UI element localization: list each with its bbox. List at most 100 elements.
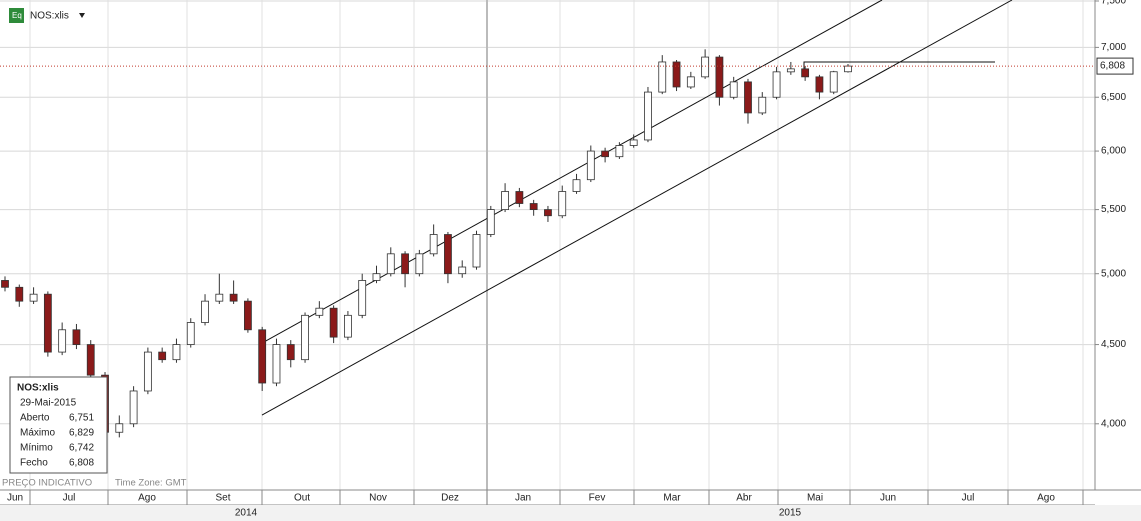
- candle-body: [458, 266, 467, 275]
- candle-body: [644, 91, 652, 141]
- candle-body: [58, 329, 67, 353]
- x-tick-label: Set: [215, 493, 230, 504]
- candle-body: [572, 179, 581, 192]
- candle-body: [429, 234, 438, 255]
- candle-body: [729, 81, 738, 98]
- x-tick-label: Ago: [138, 493, 156, 504]
- candle-body: [229, 293, 238, 302]
- candle-body: [72, 329, 81, 345]
- candle-body: [558, 191, 567, 217]
- info-value: 6,808: [69, 458, 94, 469]
- x-tick-label: Jun: [7, 493, 23, 504]
- year-label: 2015: [779, 508, 802, 519]
- candle-body: [243, 300, 252, 331]
- y-tick-label: 7,500: [1101, 0, 1126, 7]
- last-price-box: [1096, 57, 1134, 75]
- x-tick-label: Abr: [736, 493, 752, 504]
- candle-body: [515, 191, 524, 204]
- ticker-dropdown[interactable]: [79, 13, 85, 18]
- candle-body: [301, 314, 309, 361]
- y-tick-label: 5,500: [1101, 204, 1126, 215]
- ticker-icon-text: Eq: [12, 11, 22, 20]
- y-tick-label: 6,500: [1101, 92, 1126, 103]
- candle-body: [272, 344, 281, 384]
- candle-body: [615, 145, 624, 158]
- candle-body: [1, 280, 9, 288]
- info-value: 6,829: [69, 428, 94, 439]
- candle-body: [15, 286, 24, 302]
- info-label: Máximo: [20, 428, 55, 439]
- ticker-icon[interactable]: [9, 8, 24, 23]
- x-tick-label: Mar: [663, 493, 681, 504]
- candle-body: [201, 300, 209, 323]
- candle-body: [529, 203, 538, 210]
- candle-body: [386, 253, 395, 275]
- x-tick-label: Dez: [441, 493, 459, 504]
- info-label: Mínimo: [20, 443, 53, 454]
- info-value: 6,742: [69, 443, 94, 454]
- x-tick-label: Nov: [369, 493, 387, 504]
- candle-body: [672, 61, 681, 88]
- candle-body: [158, 351, 167, 361]
- candle-body: [544, 209, 552, 217]
- candle-body: [744, 81, 752, 114]
- candle-body: [686, 76, 695, 88]
- year-label: 2014: [235, 508, 258, 519]
- info-date: 29-Mai-2015: [20, 398, 77, 409]
- resistance-line: [803, 61, 995, 70]
- info-label: Aberto: [20, 413, 50, 424]
- axes: 4,000 4,500 5,000 5,500 6,000 6,500 7,000 7,500…: [7, 0, 1127, 519]
- candle-body: [115, 423, 124, 433]
- grid: [0, 0, 1095, 425]
- info-value: 6,751: [69, 413, 94, 424]
- candle-body: [401, 253, 409, 275]
- candle-body: [658, 61, 667, 93]
- candle-body: [586, 150, 595, 181]
- x-tick-label: Jan: [515, 493, 531, 504]
- year-row: [0, 505, 1141, 521]
- candle-body: [329, 307, 338, 338]
- x-tick-label: Jun: [880, 493, 896, 504]
- candle-body: [486, 209, 495, 235]
- candle-body: [43, 293, 52, 353]
- y-tick-label: 7,000: [1101, 42, 1126, 53]
- candle-body: [829, 71, 838, 93]
- y-tick-label: 5,000: [1101, 268, 1126, 279]
- x-tick-label: Jul: [962, 493, 975, 504]
- month-lines: [29, 0, 1084, 505]
- ticker[interactable]: NOS:xlis: [30, 11, 69, 22]
- candle-body: [786, 68, 795, 73]
- candle-body: [472, 234, 481, 268]
- y-tick-label: 6,000: [1101, 146, 1126, 157]
- candle-body: [315, 307, 324, 316]
- x-tick-label: Out: [294, 493, 310, 504]
- candle-body: [801, 68, 810, 78]
- candle-body: [172, 344, 181, 361]
- candle-body: [815, 76, 824, 93]
- candle-body: [601, 150, 610, 158]
- candle-body: [758, 96, 767, 114]
- candle-body: [844, 65, 852, 73]
- candle-body: [215, 293, 224, 302]
- candle-body: [358, 280, 367, 316]
- x-tick-label: Ago: [1037, 493, 1055, 504]
- candle-body: [286, 344, 295, 361]
- y-tick-label: 4,000: [1101, 418, 1126, 429]
- candle-body: [715, 56, 724, 98]
- last-price-label: 6,808: [1100, 61, 1125, 72]
- candle-body: [372, 273, 381, 281]
- channel-lower: [261, 0, 1013, 416]
- x-tick-label: Fev: [589, 493, 606, 504]
- x-tick-label: Jul: [63, 493, 76, 504]
- info-box-frame: [9, 376, 108, 474]
- x-tick-label: Mai: [807, 493, 823, 504]
- candle-body: [501, 191, 509, 210]
- candle-body: [86, 344, 95, 376]
- candle-body: [129, 390, 138, 425]
- candle-body: [29, 293, 38, 302]
- candle-body: [629, 139, 638, 146]
- candle-body: [186, 322, 195, 345]
- info-box: NOS:xlis 29-Mai-2015 Aberto 6,751 Máximo…: [9, 376, 108, 474]
